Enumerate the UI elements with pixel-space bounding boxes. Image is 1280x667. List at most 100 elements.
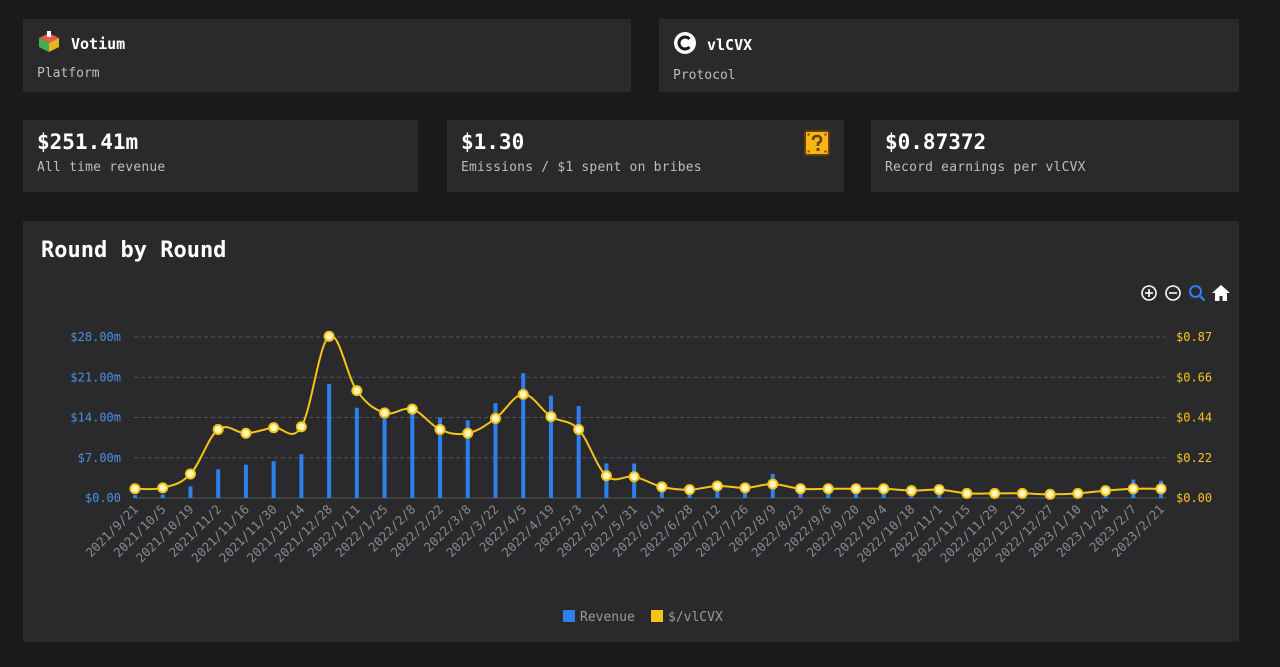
platform-kind: Platform [37, 66, 100, 81]
per-vlcvx-point [878, 483, 890, 495]
stat-value: $0.87372 [885, 130, 987, 154]
per-vlcvx-point [600, 470, 612, 482]
revenue-bar [715, 489, 720, 498]
left-axis-tick-label: $21.00m [70, 370, 121, 384]
per-vlcvx-point [379, 407, 391, 419]
round-by-round-chart: $0.00 $7.00m $14.00m $21.00m $28.00m $0.00 $0… [70, 330, 1212, 625]
stat-label: All time revenue [37, 160, 166, 175]
per-vlcvx-point [684, 484, 696, 496]
revenue-bar [743, 489, 748, 498]
per-vlcvx-point [822, 483, 834, 495]
platform-card: Votium Platform [23, 19, 631, 92]
per-vlcvx-point [1100, 485, 1112, 497]
per-vlcvx-point [545, 411, 557, 423]
per-vlcvx-point [406, 403, 418, 415]
right-axis-tick-label: $0.00 [1176, 491, 1212, 505]
left-axis-tick-label: $7.00m [78, 451, 121, 465]
per-vlcvx-point [1127, 483, 1139, 495]
right-axis-tick-label: $0.22 [1176, 451, 1212, 465]
revenue-bar [521, 373, 526, 498]
revenue-bar [410, 406, 415, 498]
per-vlcvx-point [573, 424, 585, 436]
revenue-bar [576, 406, 581, 498]
per-vlcvx-point [240, 427, 252, 439]
revenue-bar [243, 464, 248, 498]
left-axis-tick-label: $0.00 [85, 491, 121, 505]
per-vlcvx-point [933, 484, 945, 496]
per-vlcvx-point [628, 471, 640, 483]
zoom-in-icon[interactable] [1139, 283, 1159, 303]
right-axis-tick-label: $0.66 [1176, 370, 1212, 384]
stat-all-time-revenue: $251.41m All time revenue [23, 120, 418, 192]
per-vlcvx-point [961, 487, 973, 499]
revenue-bar [216, 469, 221, 498]
revenue-bar [465, 420, 470, 498]
per-vlcvx-point [795, 483, 807, 495]
revenue-bar [271, 461, 276, 498]
zoom-out-icon[interactable] [1163, 283, 1183, 303]
stat-emissions-per-bribe: $1.30 Emissions / $1 spent on bribes [447, 120, 844, 192]
per-vlcvx-point [1044, 488, 1056, 500]
revenue-bar [659, 487, 664, 498]
legend-label-per-vlcvx: $/vlCVX [668, 610, 723, 625]
per-vlcvx-line [134, 335, 1162, 496]
revenue-bar [299, 454, 304, 498]
per-vlcvx-point [517, 388, 529, 400]
per-vlcvx-point [1072, 487, 1084, 499]
revenue-bar [548, 395, 553, 498]
per-vlcvx-point [129, 483, 141, 495]
per-vlcvx-point [656, 481, 668, 493]
per-vlcvx-point [184, 468, 196, 480]
per-vlcvx-point [989, 487, 1001, 499]
revenue-bar [881, 490, 886, 498]
chart-toolbar [1139, 283, 1231, 303]
per-vlcvx-point [1155, 483, 1167, 495]
per-vlcvx-point [268, 422, 280, 434]
revenue-bar [133, 495, 137, 498]
per-vlcvx-point [351, 385, 363, 397]
stat-label: Record earnings per vlCVX [885, 160, 1086, 175]
stat-record-earnings: $0.87372 Record earnings per vlCVX [871, 120, 1239, 192]
per-vlcvx-point [212, 424, 224, 436]
question-block-icon[interactable] [804, 130, 830, 160]
per-vlcvx-point [489, 412, 501, 424]
platform-name: Votium [71, 35, 126, 53]
revenue-bar [354, 407, 359, 498]
left-axis-tick-label: $28.00m [70, 330, 121, 344]
protocol-kind: Protocol [673, 68, 736, 83]
per-vlcvx-point [295, 421, 307, 433]
revenue-bar [493, 403, 498, 498]
right-axis-tick-label: $0.87 [1176, 330, 1212, 344]
stat-value: $1.30 [461, 130, 525, 154]
stat-label: Emissions / $1 spent on bribes [461, 160, 702, 175]
per-vlcvx-point [157, 482, 169, 494]
right-axis-tick-label: $0.44 [1176, 411, 1212, 425]
revenue-bar [798, 490, 803, 498]
revenue-bar [382, 411, 387, 498]
per-vlcvx-point [711, 480, 723, 492]
per-vlcvx-point [462, 427, 474, 439]
revenue-bar [160, 494, 165, 498]
revenue-bar [188, 486, 193, 498]
legend-swatch-revenue [563, 610, 575, 622]
legend-label-revenue: Revenue [580, 610, 635, 625]
per-vlcvx-point [767, 478, 779, 490]
home-icon[interactable] [1211, 283, 1231, 303]
chart-title: Round by Round [41, 238, 227, 263]
convex-logo-icon [673, 31, 697, 59]
legend-swatch-per-vlcvx [651, 610, 663, 622]
round-by-round-chart-card: Round by Round $0.00 $7.00m $14.00m $21.00m… [23, 221, 1239, 642]
revenue-bar [438, 417, 443, 498]
search-zoom-icon[interactable] [1187, 283, 1207, 303]
per-vlcvx-point [434, 424, 446, 436]
protocol-card: vlCVX Protocol [659, 19, 1239, 92]
per-vlcvx-point [323, 330, 335, 342]
per-vlcvx-point [905, 485, 917, 497]
per-vlcvx-point [850, 483, 862, 495]
left-axis-tick-label: $14.00m [70, 411, 121, 425]
per-vlcvx-point [739, 482, 751, 494]
votium-logo-icon [37, 31, 61, 57]
chart-legend: Revenue $/vlCVX [563, 610, 723, 625]
revenue-bar [327, 384, 332, 498]
stat-value: $251.41m [37, 130, 139, 154]
